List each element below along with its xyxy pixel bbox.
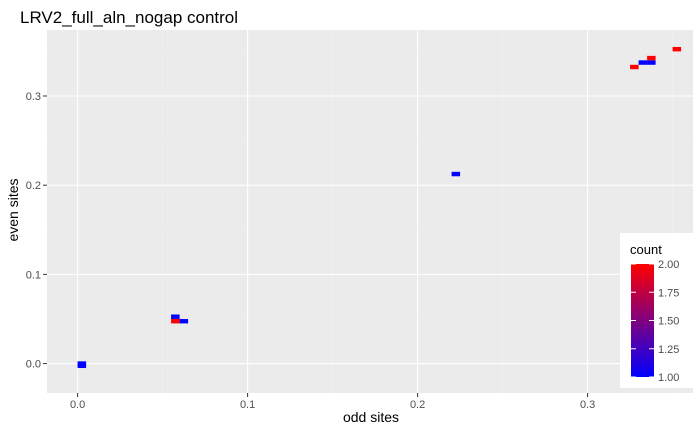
y-axis: 0.0 0.1 0.2 0.3	[26, 91, 47, 371]
y-tick-label: 0.1	[26, 269, 41, 281]
legend-title: count	[630, 242, 662, 257]
chart-title: LRV2_full_aln_nogap control	[20, 8, 238, 27]
x-tick-label: 0.2	[410, 399, 425, 411]
legend-ticks: 1.00 1.25 1.50 1.75 2.00	[631, 259, 679, 384]
y-tick-label: 0.0	[26, 359, 41, 371]
x-tick-label: 0.3	[580, 399, 595, 411]
legend-tick-label: 1.25	[658, 344, 679, 356]
legend-tick-label: 1.00	[658, 372, 679, 384]
legend-tick-label: 2.00	[658, 259, 679, 271]
x-axis: 0.0 0.1 0.2 0.3	[70, 393, 595, 411]
heatmap-cell	[171, 318, 180, 324]
y-axis-label: even sites	[5, 178, 21, 241]
heatmap-cell	[638, 60, 648, 65]
heatmap-cell	[672, 46, 682, 52]
grid-lines	[47, 30, 693, 393]
plot-panel	[47, 30, 693, 393]
heatmap-cell	[171, 314, 180, 319]
heatmap-cell	[179, 318, 189, 324]
heatmap-cell	[77, 363, 87, 369]
heatmap-cell	[630, 64, 639, 70]
legend-tick-label: 1.75	[658, 287, 679, 299]
legend-colorbar	[631, 264, 654, 377]
heatmap-cell	[451, 171, 461, 177]
y-tick-label: 0.3	[26, 91, 41, 103]
x-tick-label: 0.1	[240, 399, 255, 411]
legend-tick-label: 1.50	[658, 316, 679, 328]
x-tick-label: 0.0	[70, 399, 85, 411]
color-legend: count 1.00 1.25 1.50 1.75 2.00	[620, 233, 693, 388]
x-axis-label: odd sites	[343, 409, 399, 425]
y-tick-label: 0.2	[26, 180, 41, 192]
heatmap-cell	[647, 55, 656, 61]
heatmap-cell	[647, 60, 656, 65]
heatmap-cells	[77, 46, 682, 369]
